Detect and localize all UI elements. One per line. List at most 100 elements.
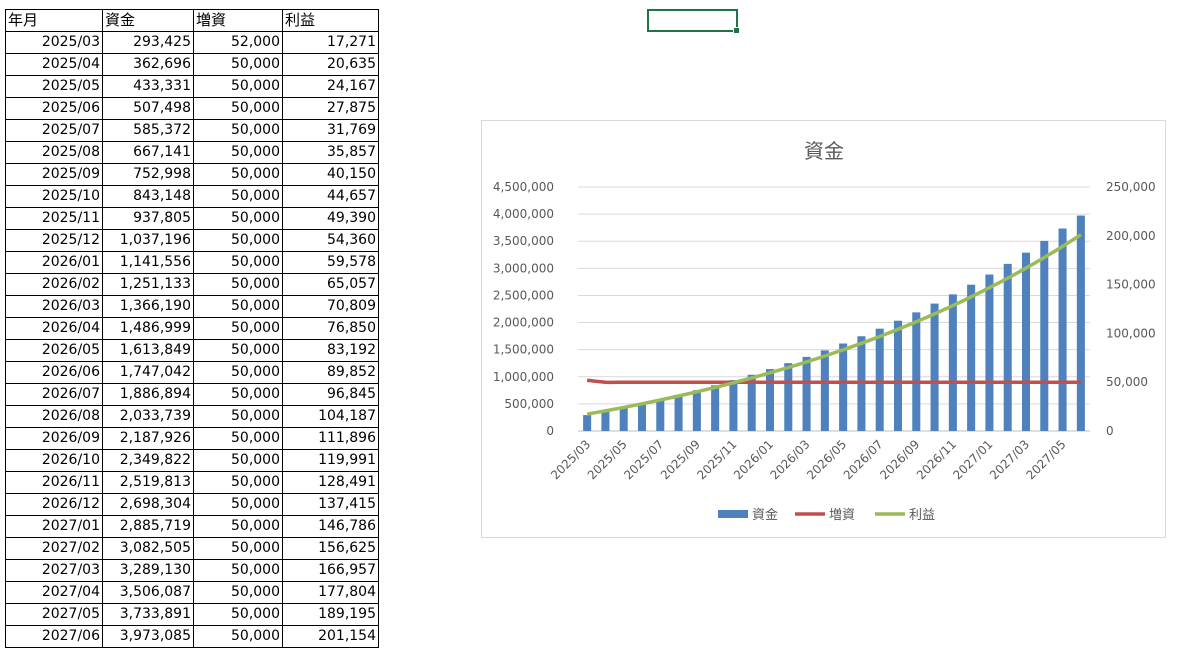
- table-cell[interactable]: 49,390: [282, 207, 379, 230]
- table-cell[interactable]: 83,192: [282, 339, 379, 362]
- table-cell[interactable]: 50,000: [193, 361, 283, 384]
- table-cell[interactable]: 2027/04: [5, 581, 103, 604]
- table-cell[interactable]: 156,625: [282, 537, 379, 560]
- table-cell[interactable]: 3,733,891: [102, 603, 194, 626]
- table-cell[interactable]: 362,696: [102, 53, 194, 76]
- table-cell[interactable]: 507,498: [102, 97, 194, 120]
- table-cell[interactable]: 2026/04: [5, 317, 103, 340]
- table-cell[interactable]: 189,195: [282, 603, 379, 626]
- table-cell[interactable]: 2026/06: [5, 361, 103, 384]
- table-cell[interactable]: 50,000: [193, 53, 283, 76]
- table-cell[interactable]: 89,852: [282, 361, 379, 384]
- table-cell[interactable]: 2027/03: [5, 559, 103, 582]
- table-cell[interactable]: 59,578: [282, 251, 379, 274]
- table-cell[interactable]: 2026/05: [5, 339, 103, 362]
- table-cell[interactable]: 1,366,190: [102, 295, 194, 318]
- table-cell[interactable]: 20,635: [282, 53, 379, 76]
- table-cell[interactable]: 1,251,133: [102, 273, 194, 296]
- table-cell[interactable]: 2,033,739: [102, 405, 194, 428]
- header-cell[interactable]: 資金: [102, 9, 194, 32]
- table-cell[interactable]: 76,850: [282, 317, 379, 340]
- table-cell[interactable]: 104,187: [282, 405, 379, 428]
- table-cell[interactable]: 3,973,085: [102, 625, 194, 648]
- table-cell[interactable]: 667,141: [102, 141, 194, 164]
- table-cell[interactable]: 2026/03: [5, 295, 103, 318]
- table-cell[interactable]: 50,000: [193, 449, 283, 472]
- table-cell[interactable]: 2025/07: [5, 119, 103, 142]
- table-cell[interactable]: 50,000: [193, 625, 283, 648]
- table-cell[interactable]: 1,613,849: [102, 339, 194, 362]
- table-cell[interactable]: 2025/04: [5, 53, 103, 76]
- table-cell[interactable]: 65,057: [282, 273, 379, 296]
- table-cell[interactable]: 50,000: [193, 119, 283, 142]
- table-cell[interactable]: 17,271: [282, 31, 379, 54]
- table-cell[interactable]: 2025/09: [5, 163, 103, 186]
- selected-cell[interactable]: [647, 9, 740, 34]
- table-cell[interactable]: 50,000: [193, 317, 283, 340]
- table-cell[interactable]: 2026/09: [5, 427, 103, 450]
- table-cell[interactable]: 585,372: [102, 119, 194, 142]
- table-cell[interactable]: 137,415: [282, 493, 379, 516]
- header-cell[interactable]: 利益: [282, 9, 379, 32]
- table-cell[interactable]: 119,991: [282, 449, 379, 472]
- table-cell[interactable]: 31,769: [282, 119, 379, 142]
- table-cell[interactable]: 52,000: [193, 31, 283, 54]
- table-cell[interactable]: 96,845: [282, 383, 379, 406]
- table-cell[interactable]: 2026/01: [5, 251, 103, 274]
- table-cell[interactable]: 2025/10: [5, 185, 103, 208]
- table-cell[interactable]: 27,875: [282, 97, 379, 120]
- table-cell[interactable]: 50,000: [193, 295, 283, 318]
- table-cell[interactable]: 111,896: [282, 427, 379, 450]
- table-cell[interactable]: 50,000: [193, 515, 283, 538]
- table-cell[interactable]: 50,000: [193, 75, 283, 98]
- table-cell[interactable]: 2025/12: [5, 229, 103, 252]
- table-cell[interactable]: 3,082,505: [102, 537, 194, 560]
- table-cell[interactable]: 70,809: [282, 295, 379, 318]
- table-cell[interactable]: 50,000: [193, 603, 283, 626]
- fill-handle[interactable]: [733, 27, 740, 34]
- table-cell[interactable]: 50,000: [193, 405, 283, 428]
- table-cell[interactable]: 2025/08: [5, 141, 103, 164]
- table-cell[interactable]: 843,148: [102, 185, 194, 208]
- table-cell[interactable]: 2025/05: [5, 75, 103, 98]
- header-cell[interactable]: 年月: [5, 9, 103, 32]
- table-cell[interactable]: 3,506,087: [102, 581, 194, 604]
- table-cell[interactable]: 1,747,042: [102, 361, 194, 384]
- table-cell[interactable]: 177,804: [282, 581, 379, 604]
- table-cell[interactable]: 166,957: [282, 559, 379, 582]
- table-cell[interactable]: 146,786: [282, 515, 379, 538]
- table-cell[interactable]: 2025/06: [5, 97, 103, 120]
- table-cell[interactable]: 2027/01: [5, 515, 103, 538]
- chart-area[interactable]: 資金 0 500,000 1,000,000 1,500,000 2,000,000 2,…: [481, 120, 1166, 538]
- table-cell[interactable]: 2,885,719: [102, 515, 194, 538]
- table-cell[interactable]: 937,805: [102, 207, 194, 230]
- table-cell[interactable]: 2025/03: [5, 31, 103, 54]
- table-cell[interactable]: 433,331: [102, 75, 194, 98]
- table-cell[interactable]: 2,519,813: [102, 471, 194, 494]
- table-cell[interactable]: 50,000: [193, 383, 283, 406]
- table-cell[interactable]: 2,187,926: [102, 427, 194, 450]
- table-cell[interactable]: 293,425: [102, 31, 194, 54]
- table-cell[interactable]: 2026/10: [5, 449, 103, 472]
- table-cell[interactable]: 50,000: [193, 273, 283, 296]
- table-cell[interactable]: 2027/06: [5, 625, 103, 648]
- table-cell[interactable]: 752,998: [102, 163, 194, 186]
- header-cell[interactable]: 増資: [193, 9, 283, 32]
- table-cell[interactable]: 2,698,304: [102, 493, 194, 516]
- table-cell[interactable]: 2027/02: [5, 537, 103, 560]
- table-cell[interactable]: 50,000: [193, 207, 283, 230]
- table-cell[interactable]: 50,000: [193, 471, 283, 494]
- table-cell[interactable]: 50,000: [193, 537, 283, 560]
- table-cell[interactable]: 50,000: [193, 229, 283, 252]
- table-cell[interactable]: 24,167: [282, 75, 379, 98]
- table-cell[interactable]: 50,000: [193, 581, 283, 604]
- table-cell[interactable]: 2026/11: [5, 471, 103, 494]
- table-cell[interactable]: 40,150: [282, 163, 379, 186]
- table-cell[interactable]: 50,000: [193, 427, 283, 450]
- table-cell[interactable]: 50,000: [193, 339, 283, 362]
- table-cell[interactable]: 2026/12: [5, 493, 103, 516]
- table-cell[interactable]: 1,486,999: [102, 317, 194, 340]
- table-cell[interactable]: 201,154: [282, 625, 379, 648]
- table-cell[interactable]: 50,000: [193, 185, 283, 208]
- table-cell[interactable]: 50,000: [193, 251, 283, 274]
